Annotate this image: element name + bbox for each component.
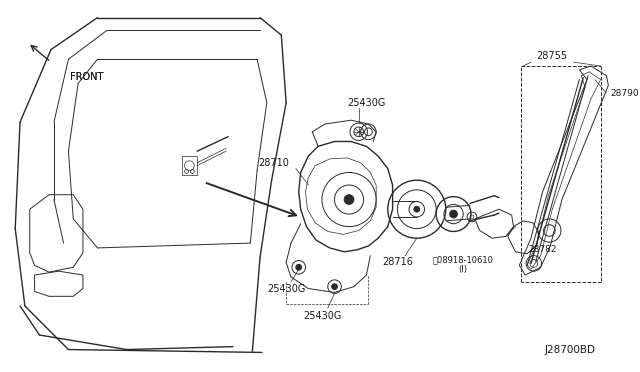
Text: J28700BD: J28700BD [545,344,596,355]
Text: 25430G: 25430G [348,98,386,108]
Text: 28755: 28755 [537,51,568,61]
Text: 25430G: 25430G [267,283,305,294]
Text: 28716: 28716 [382,257,413,267]
Text: 28782: 28782 [528,246,557,254]
Text: 28710: 28710 [258,158,289,168]
Text: FRONT: FRONT [70,72,104,82]
Circle shape [296,264,301,270]
Circle shape [450,210,458,218]
Text: 25430G: 25430G [304,311,342,321]
Text: 28790: 28790 [611,89,639,97]
Circle shape [332,284,337,289]
Text: (I): (I) [459,265,468,274]
Text: Ⓜ08918-10610: Ⓜ08918-10610 [433,255,493,264]
Circle shape [414,206,420,212]
Circle shape [344,195,354,204]
Text: FRONT: FRONT [70,72,104,82]
